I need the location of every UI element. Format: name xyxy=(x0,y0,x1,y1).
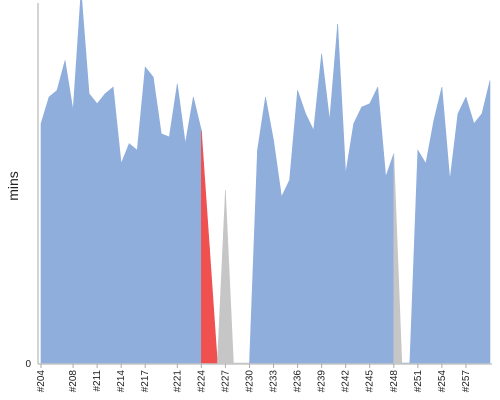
area-segment-#239 xyxy=(313,53,322,364)
x-tick-label: #242 xyxy=(341,370,352,393)
area-segment-#224 xyxy=(193,97,202,364)
area-segment-#206 xyxy=(48,89,58,364)
area-segment-#228 xyxy=(225,190,234,364)
x-tick-label: #227 xyxy=(220,370,231,393)
area-segment-#238 xyxy=(305,113,314,364)
x-tick-label: #233 xyxy=(269,370,280,393)
area-segment-#252 xyxy=(417,149,427,364)
area-segment-#254 xyxy=(433,87,443,364)
area-segment-#220 xyxy=(160,133,170,364)
area-segment-#259 xyxy=(473,112,483,364)
area-segment-#217 xyxy=(136,67,146,364)
x-tick-label: #251 xyxy=(413,370,424,393)
area-segment-#240 xyxy=(321,53,330,364)
x-tick-label: #254 xyxy=(437,370,448,393)
area-segment-#208 xyxy=(64,60,74,364)
area-segment-#232 xyxy=(257,97,266,364)
area-segment-#251 xyxy=(409,150,419,364)
area-segment-#222 xyxy=(177,83,186,364)
area-segment-#245 xyxy=(361,103,371,364)
x-tick-label: #221 xyxy=(172,370,183,393)
area-segment-#212 xyxy=(96,92,106,364)
area-segment-#216 xyxy=(128,142,138,364)
area-segment-#213 xyxy=(104,86,114,364)
x-tick-label: #211 xyxy=(92,370,103,392)
area-series xyxy=(40,0,491,364)
area-segment-#243 xyxy=(345,123,354,364)
x-tick-label: #248 xyxy=(389,370,400,393)
area-segment-#236 xyxy=(289,90,298,364)
x-tick-label: #214 xyxy=(116,370,127,393)
x-tick-label: #236 xyxy=(293,370,304,393)
x-tick-label: #204 xyxy=(36,370,47,393)
area-segment-#225 xyxy=(201,130,210,364)
x-tick-label: #239 xyxy=(317,370,328,393)
area-segment-#258 xyxy=(465,96,475,364)
area-segment-#235 xyxy=(281,180,290,364)
area-segment-#256 xyxy=(449,113,459,364)
area-segment-#223 xyxy=(185,97,194,364)
area-segment-#226 xyxy=(209,246,218,364)
area-segment-undefined xyxy=(481,80,491,364)
area-segment-#257 xyxy=(457,96,467,364)
y-axis-label: mins xyxy=(5,171,21,201)
area-segment-#218 xyxy=(144,66,154,364)
area-segment-#248 xyxy=(385,153,395,364)
x-tick-label: #208 xyxy=(68,370,79,393)
area-segment-#237 xyxy=(297,90,306,364)
x-tick-label: #217 xyxy=(140,370,151,393)
area-segment-#246 xyxy=(369,86,379,364)
area-segment-#227 xyxy=(217,190,226,364)
area-segment-#219 xyxy=(152,77,162,364)
area-segment-#233 xyxy=(265,97,274,364)
area-segment-#215 xyxy=(120,143,130,364)
x-tick-label: #224 xyxy=(196,370,207,393)
area-segment-#247 xyxy=(377,87,387,364)
x-axis-ticks: #204 #208 #211 #214 #217 #221 #224 #227 #230 #233… xyxy=(36,364,472,392)
area-segment-#214 xyxy=(112,87,122,364)
area-segment-#210 xyxy=(80,0,90,364)
area-segment-#231 xyxy=(249,150,258,364)
area-segment-#205 xyxy=(40,96,50,364)
x-tick-label: #245 xyxy=(365,370,376,393)
area-segment-#253 xyxy=(425,120,435,364)
area-segment-#209 xyxy=(72,0,82,364)
area-segment-#207 xyxy=(56,60,66,364)
area-segment-#211 xyxy=(88,92,98,364)
x-tick-label: #257 xyxy=(461,370,472,393)
area-segment-#242 xyxy=(337,23,346,364)
x-tick-label: #230 xyxy=(244,370,255,393)
area-segment-#255 xyxy=(441,87,451,364)
area-segment-#234 xyxy=(273,140,282,364)
area-segment-#221 xyxy=(168,83,178,364)
y-tick-label: 0 xyxy=(25,359,31,370)
area-segment-#241 xyxy=(329,23,338,364)
area-segment-#244 xyxy=(353,106,363,364)
area-segment-#249 xyxy=(393,153,403,364)
